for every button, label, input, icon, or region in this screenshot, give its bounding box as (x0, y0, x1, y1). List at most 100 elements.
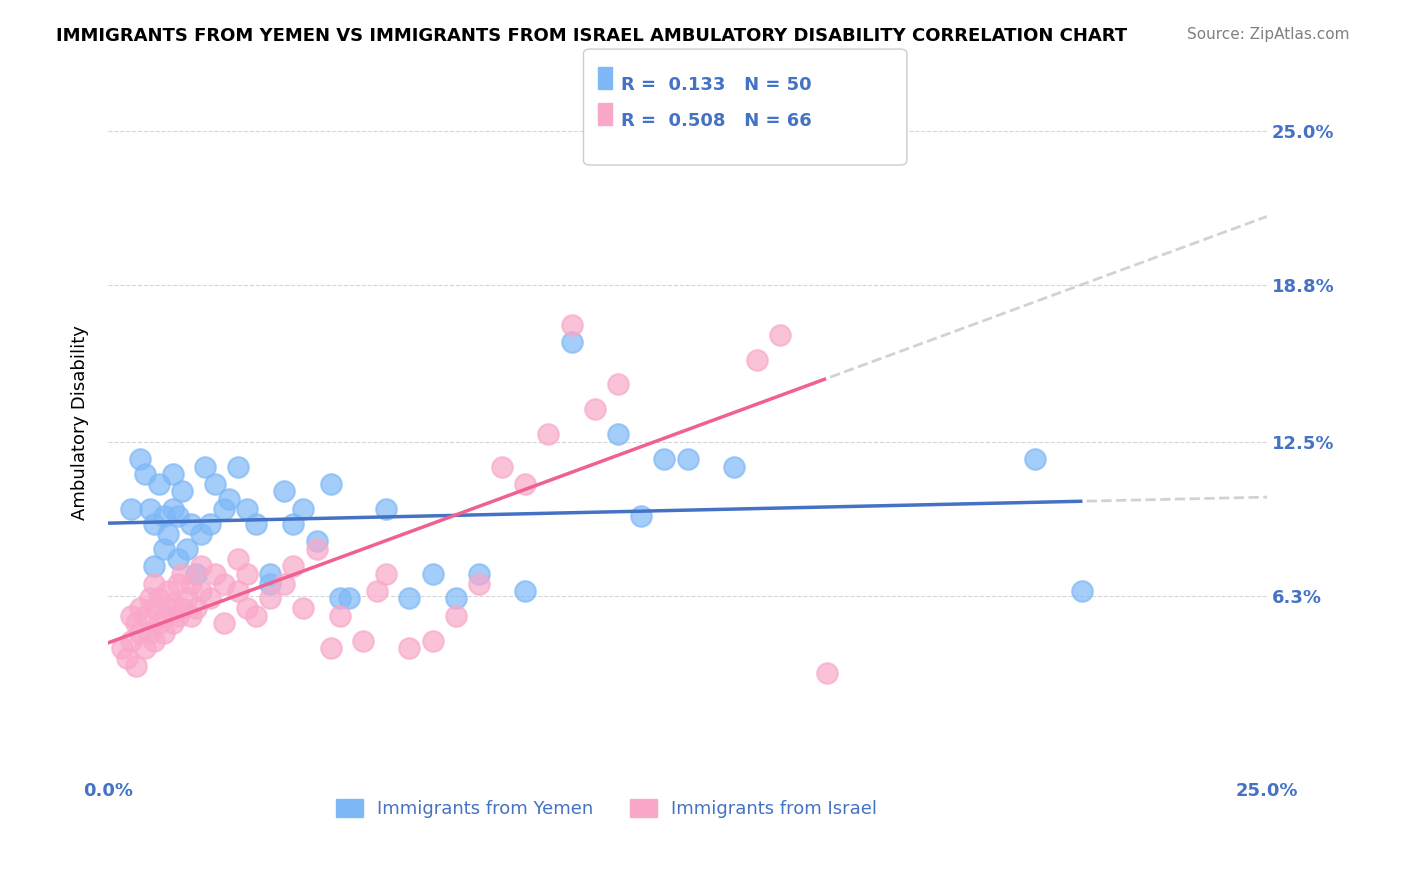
Immigrants from Yemen (198, 516, 221, 531)
Immigrants from Israel (329, 608, 352, 623)
Immigrants from Yemen (134, 467, 156, 481)
Immigrants from Israel (226, 584, 249, 599)
Immigrants from Israel (172, 601, 194, 615)
Immigrants from Yemen (422, 566, 444, 581)
Immigrants from Israel (366, 584, 388, 599)
Immigrants from Yemen (172, 484, 194, 499)
Immigrants from Yemen (236, 501, 259, 516)
Immigrants from Israel (148, 616, 170, 631)
Immigrants from Yemen (180, 516, 202, 531)
Immigrants from Yemen (218, 491, 240, 506)
Immigrants from Yemen (723, 459, 745, 474)
Immigrants from Israel (352, 633, 374, 648)
Text: IMMIGRANTS FROM YEMEN VS IMMIGRANTS FROM ISRAEL AMBULATORY DISABILITY CORRELATIO: IMMIGRANTS FROM YEMEN VS IMMIGRANTS FROM… (56, 27, 1128, 45)
Immigrants from Yemen (138, 501, 160, 516)
Immigrants from Israel (125, 616, 148, 631)
Immigrants from Yemen (166, 509, 188, 524)
Immigrants from Yemen (152, 541, 174, 556)
Immigrants from Israel (184, 601, 207, 615)
Immigrants from Israel (422, 633, 444, 648)
Immigrants from Israel (561, 318, 583, 332)
Immigrants from Yemen (283, 516, 305, 531)
Immigrants from Yemen (152, 509, 174, 524)
Immigrants from Israel (129, 601, 152, 615)
Immigrants from Yemen (654, 452, 676, 467)
Immigrants from Yemen (176, 541, 198, 556)
Immigrants from Yemen (148, 477, 170, 491)
Immigrants from Israel (190, 584, 212, 599)
Immigrants from Israel (398, 641, 420, 656)
Immigrants from Israel (583, 402, 606, 417)
Immigrants from Yemen (120, 501, 142, 516)
Immigrants from Israel (745, 352, 768, 367)
Immigrants from Israel (166, 608, 188, 623)
Immigrants from Yemen (129, 452, 152, 467)
Immigrants from Yemen (305, 534, 328, 549)
Immigrants from Israel (152, 626, 174, 640)
Immigrants from Yemen (375, 501, 398, 516)
Immigrants from Israel (226, 551, 249, 566)
Immigrants from Israel (143, 633, 166, 648)
Immigrants from Yemen (607, 427, 630, 442)
Immigrants from Israel (236, 601, 259, 615)
Immigrants from Yemen (319, 477, 342, 491)
Legend: Immigrants from Yemen, Immigrants from Israel: Immigrants from Yemen, Immigrants from I… (329, 791, 884, 825)
Immigrants from Israel (176, 591, 198, 606)
Text: R =  0.508   N = 66: R = 0.508 N = 66 (621, 112, 813, 129)
Immigrants from Israel (166, 576, 188, 591)
Immigrants from Israel (180, 576, 202, 591)
Immigrants from Israel (259, 591, 281, 606)
Immigrants from Israel (375, 566, 398, 581)
Immigrants from Yemen (561, 335, 583, 350)
Immigrants from Yemen (444, 591, 467, 606)
Immigrants from Israel (148, 591, 170, 606)
Immigrants from Israel (143, 601, 166, 615)
Immigrants from Yemen (166, 551, 188, 566)
Immigrants from Israel (157, 601, 180, 615)
Immigrants from Israel (515, 477, 537, 491)
Immigrants from Yemen (1024, 452, 1046, 467)
Immigrants from Yemen (398, 591, 420, 606)
Immigrants from Israel (111, 641, 134, 656)
Immigrants from Israel (162, 616, 184, 631)
Immigrants from Yemen (337, 591, 360, 606)
Immigrants from Israel (180, 608, 202, 623)
Immigrants from Israel (212, 616, 235, 631)
Immigrants from Yemen (204, 477, 226, 491)
Immigrants from Israel (204, 566, 226, 581)
Immigrants from Israel (172, 566, 194, 581)
Immigrants from Israel (783, 136, 806, 150)
Immigrants from Israel (134, 641, 156, 656)
Immigrants from Yemen (143, 516, 166, 531)
Immigrants from Israel (273, 576, 295, 591)
Immigrants from Israel (291, 601, 314, 615)
Immigrants from Yemen (212, 501, 235, 516)
Immigrants from Israel (120, 633, 142, 648)
Immigrants from Yemen (329, 591, 352, 606)
Immigrants from Israel (236, 566, 259, 581)
Immigrants from Israel (143, 576, 166, 591)
Immigrants from Israel (468, 576, 491, 591)
Immigrants from Yemen (291, 501, 314, 516)
Immigrants from Israel (283, 559, 305, 574)
Immigrants from Yemen (184, 566, 207, 581)
Immigrants from Israel (607, 377, 630, 392)
Immigrants from Yemen (273, 484, 295, 499)
Immigrants from Israel (134, 608, 156, 623)
Immigrants from Yemen (157, 526, 180, 541)
Immigrants from Israel (190, 559, 212, 574)
Immigrants from Israel (212, 576, 235, 591)
Immigrants from Yemen (245, 516, 267, 531)
Immigrants from Israel (157, 584, 180, 599)
Immigrants from Israel (162, 596, 184, 610)
Immigrants from Israel (152, 608, 174, 623)
Immigrants from Yemen (194, 459, 217, 474)
Immigrants from Israel (125, 658, 148, 673)
Text: Source: ZipAtlas.com: Source: ZipAtlas.com (1187, 27, 1350, 42)
Immigrants from Yemen (515, 584, 537, 599)
Immigrants from Yemen (259, 576, 281, 591)
Immigrants from Yemen (259, 566, 281, 581)
Immigrants from Israel (444, 608, 467, 623)
Immigrants from Israel (319, 641, 342, 656)
Immigrants from Israel (769, 327, 792, 342)
